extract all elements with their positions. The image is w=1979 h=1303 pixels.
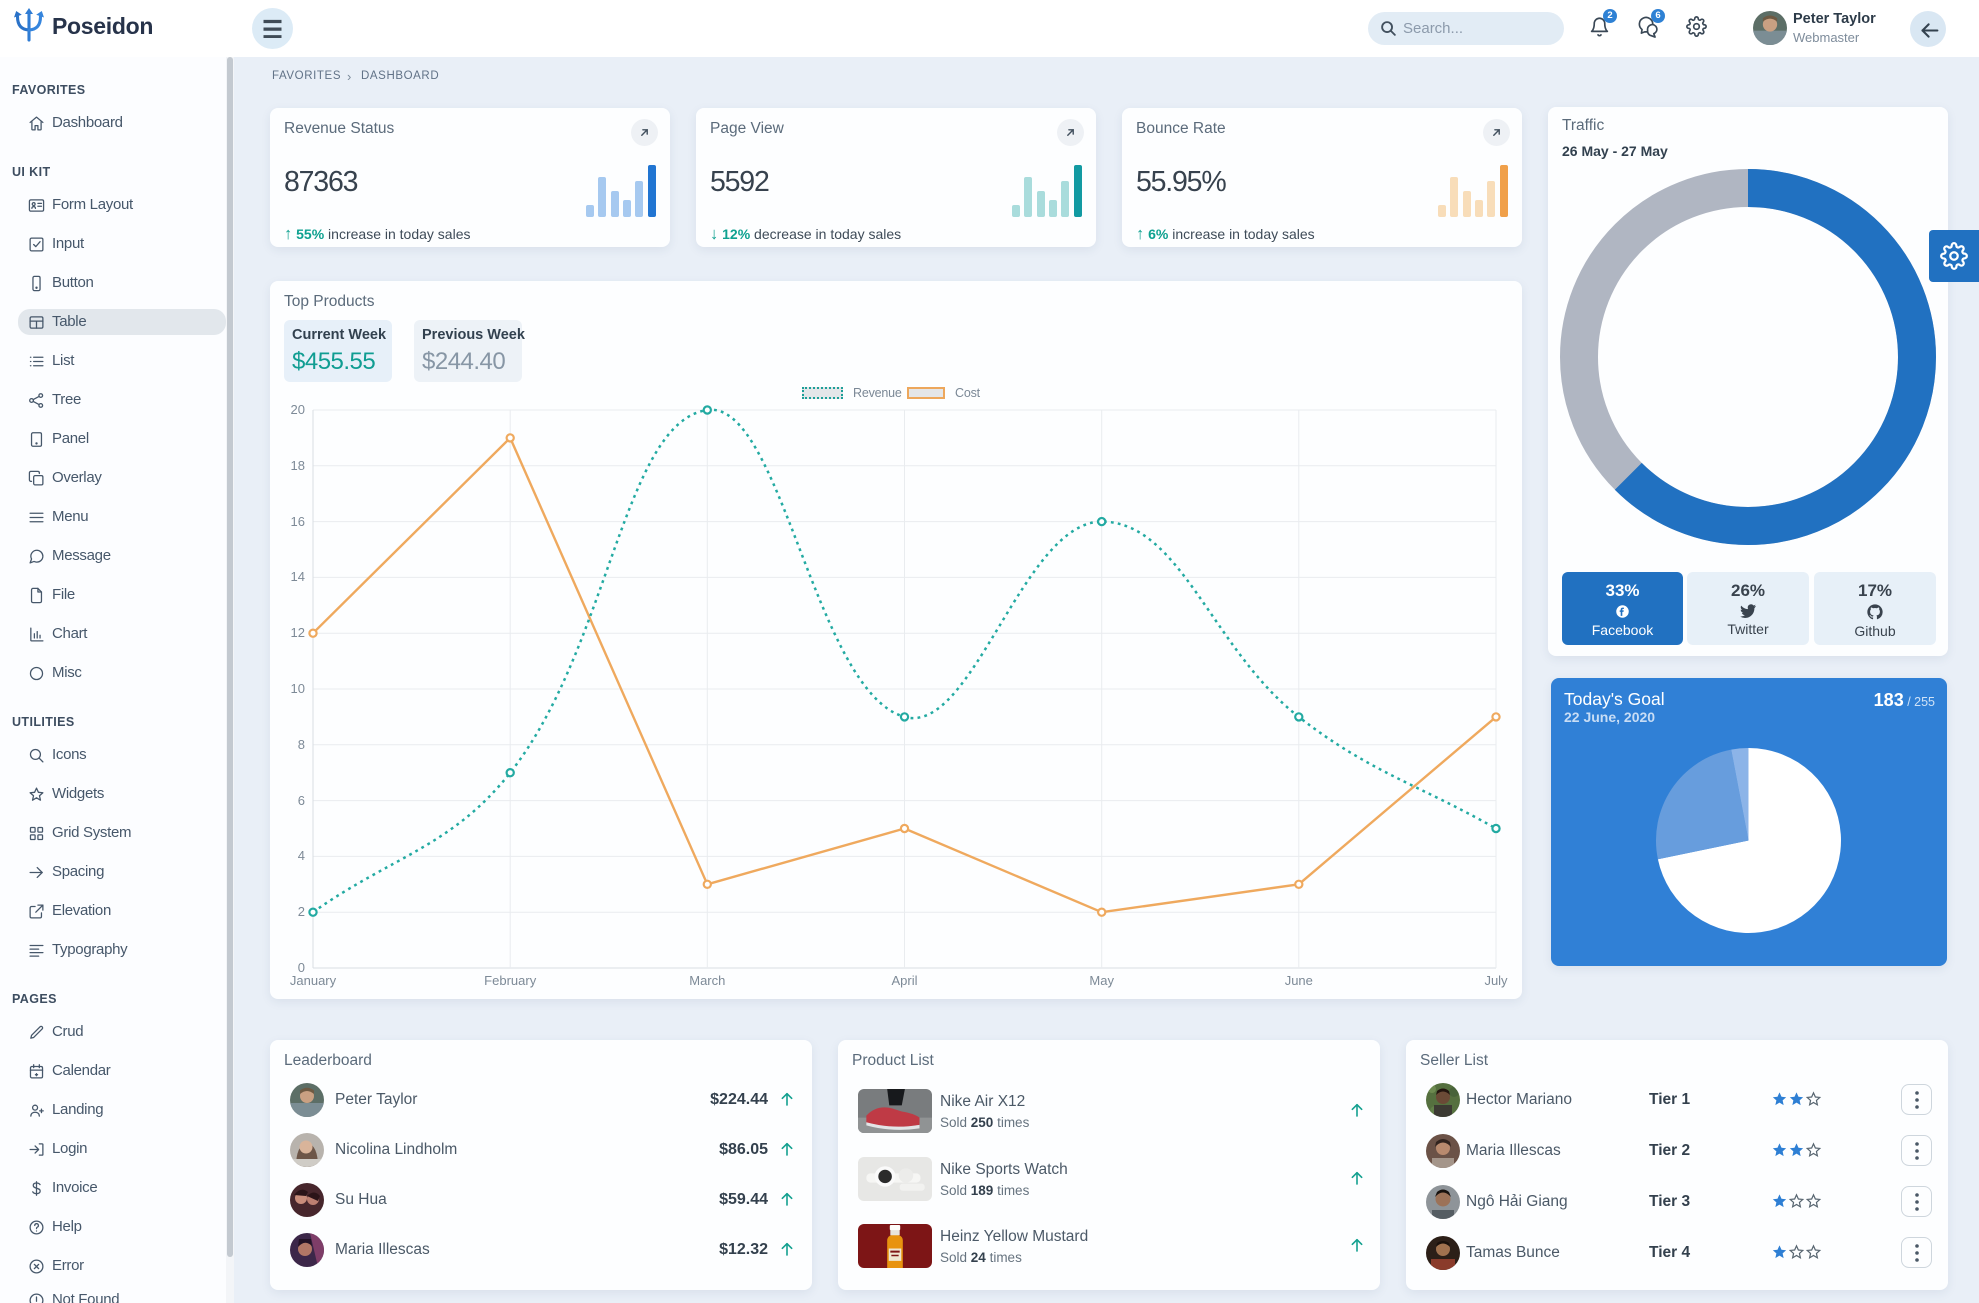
svg-text:June: June (1285, 973, 1313, 988)
svg-text:18: 18 (291, 458, 305, 473)
svg-text:0: 0 (298, 960, 305, 975)
svg-text:2: 2 (298, 904, 305, 919)
svg-text:March: March (689, 973, 725, 988)
svg-text:20: 20 (291, 402, 305, 417)
svg-text:July: July (1484, 973, 1508, 988)
svg-text:6: 6 (298, 793, 305, 808)
svg-text:April: April (891, 973, 917, 988)
svg-text:16: 16 (291, 514, 305, 529)
svg-text:10: 10 (291, 681, 305, 696)
svg-text:4: 4 (298, 848, 305, 863)
svg-text:14: 14 (291, 569, 305, 584)
svg-text:12: 12 (291, 625, 305, 640)
svg-text:May: May (1089, 973, 1114, 988)
svg-text:January: January (290, 973, 337, 988)
svg-text:February: February (484, 973, 537, 988)
svg-text:8: 8 (298, 737, 305, 752)
